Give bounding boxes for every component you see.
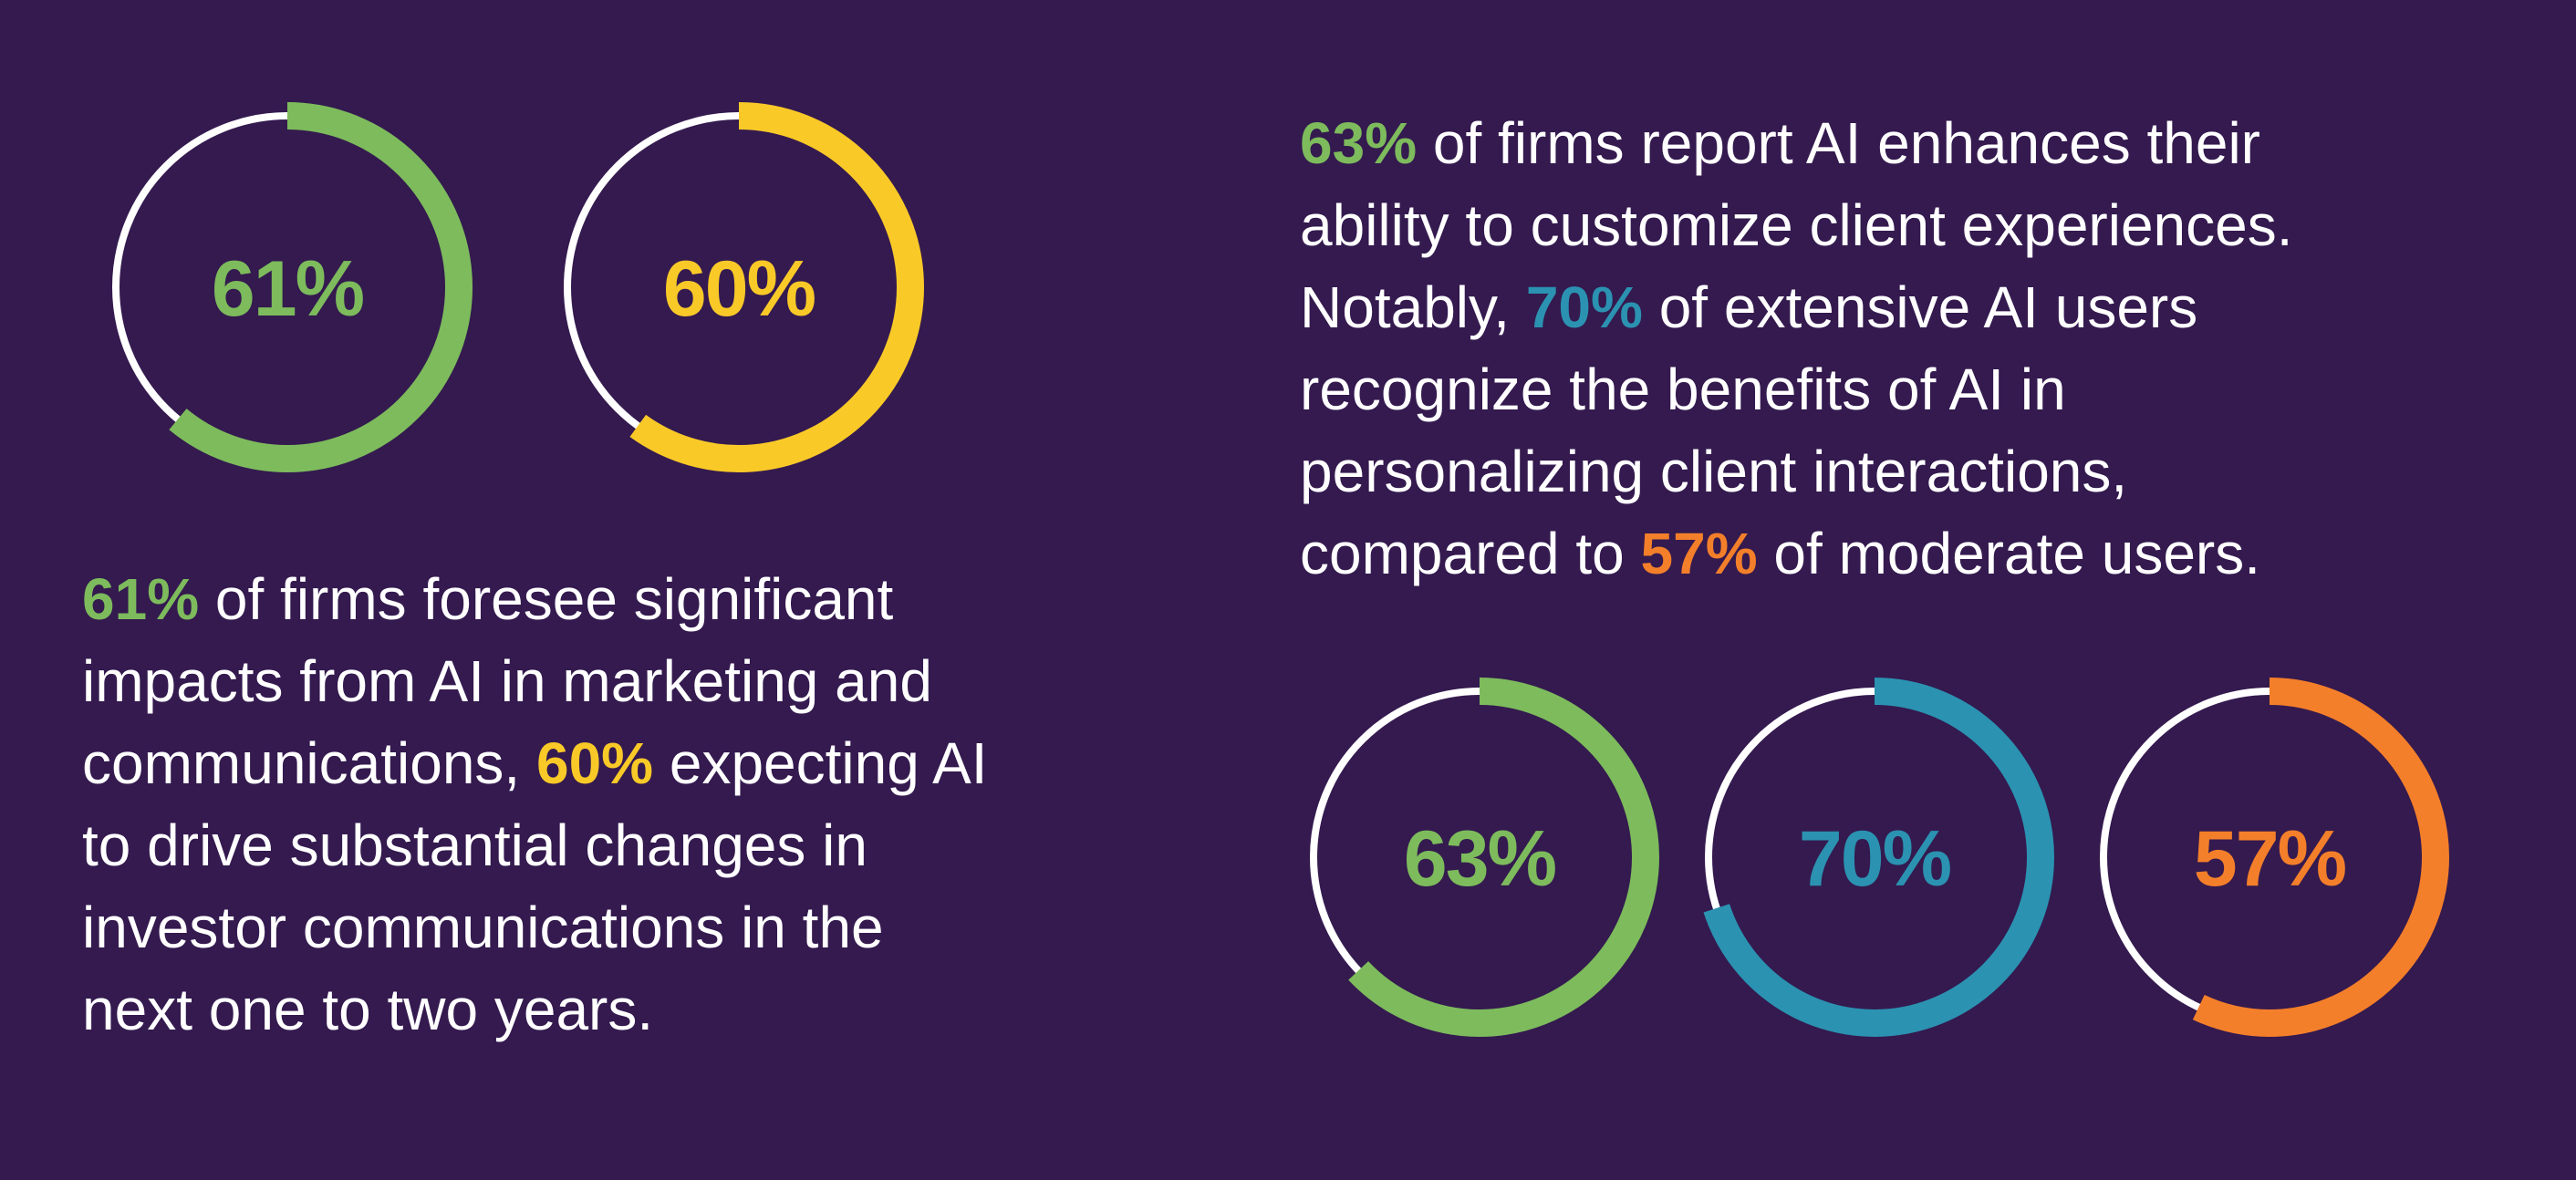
text-line: 61% of firms foresee significant [82, 558, 988, 640]
donut-label-63: 63% [1404, 815, 1556, 903]
donut-label-61: 61% [212, 245, 364, 333]
text-run: to drive substantial changes in [82, 813, 867, 878]
text-run: personalizing client interactions, [1300, 439, 2128, 504]
text-line: ability to customize client experiences. [1300, 184, 2293, 266]
donut-arc-57 [2090, 678, 2449, 1037]
donut-arc-63 [1300, 678, 1659, 1037]
text-line: Notably, 70% of extensive AI users [1300, 266, 2293, 348]
text-run: of moderate users. [1757, 521, 2260, 586]
text-run: communications, [82, 730, 536, 796]
text-line: 63% of firms report AI enhances their [1300, 102, 2293, 184]
donut-label-60: 60% [663, 245, 815, 333]
donut-arc-61 [102, 102, 473, 472]
text-run: impacts from AI in marketing and [82, 648, 932, 714]
text-line: recognize the benefits of AI in [1300, 348, 2293, 430]
text-line: to drive substantial changes in [82, 804, 988, 886]
right-paragraph: 63% of firms report AI enhances their abi… [1300, 102, 2293, 595]
donut-arc-60 [554, 102, 924, 472]
text-line: communications, 60% expecting AI [82, 722, 988, 804]
text-line: personalizing client interactions, [1300, 430, 2293, 512]
highlight-percentage: 61% [82, 566, 200, 632]
highlight-percentage: 70% [1525, 274, 1643, 340]
text-line: impacts from AI in marketing and [82, 640, 988, 722]
donut-chart-61: 61% [100, 91, 474, 483]
text-line: next one to two years. [82, 968, 988, 1051]
donut-chart-63: 63% [1300, 675, 1659, 1040]
donut-arc-70 [1695, 678, 2054, 1037]
highlight-percentage: 57% [1640, 521, 1758, 586]
highlight-percentage: 63% [1300, 110, 1418, 176]
text-run: of firms foresee significant [199, 566, 894, 632]
donut-label-70: 70% [1799, 815, 1951, 903]
text-run: investor communications in the [82, 895, 884, 960]
text-run: compared to [1300, 521, 1641, 586]
text-line: compared to 57% of moderate users. [1300, 512, 2293, 595]
text-run: ability to customize client experiences. [1300, 192, 2293, 258]
donut-chart-60: 60% [552, 91, 926, 483]
donut-label-57: 57% [2194, 815, 2346, 903]
text-run: recognize the benefits of AI in [1300, 357, 2066, 422]
left-paragraph: 61% of firms foresee significant impacts … [82, 558, 988, 1051]
donut-chart-57: 57% [2090, 675, 2449, 1040]
text-run: expecting AI [653, 730, 988, 796]
text-run: next one to two years. [82, 977, 654, 1042]
text-line: investor communications in the [82, 886, 988, 968]
donut-chart-70: 70% [1695, 675, 2054, 1040]
text-run: of extensive AI users [1642, 274, 2198, 340]
text-run: Notably, [1300, 274, 1526, 340]
highlight-percentage: 60% [535, 730, 654, 796]
text-run: of firms report AI enhances their [1417, 110, 2260, 176]
